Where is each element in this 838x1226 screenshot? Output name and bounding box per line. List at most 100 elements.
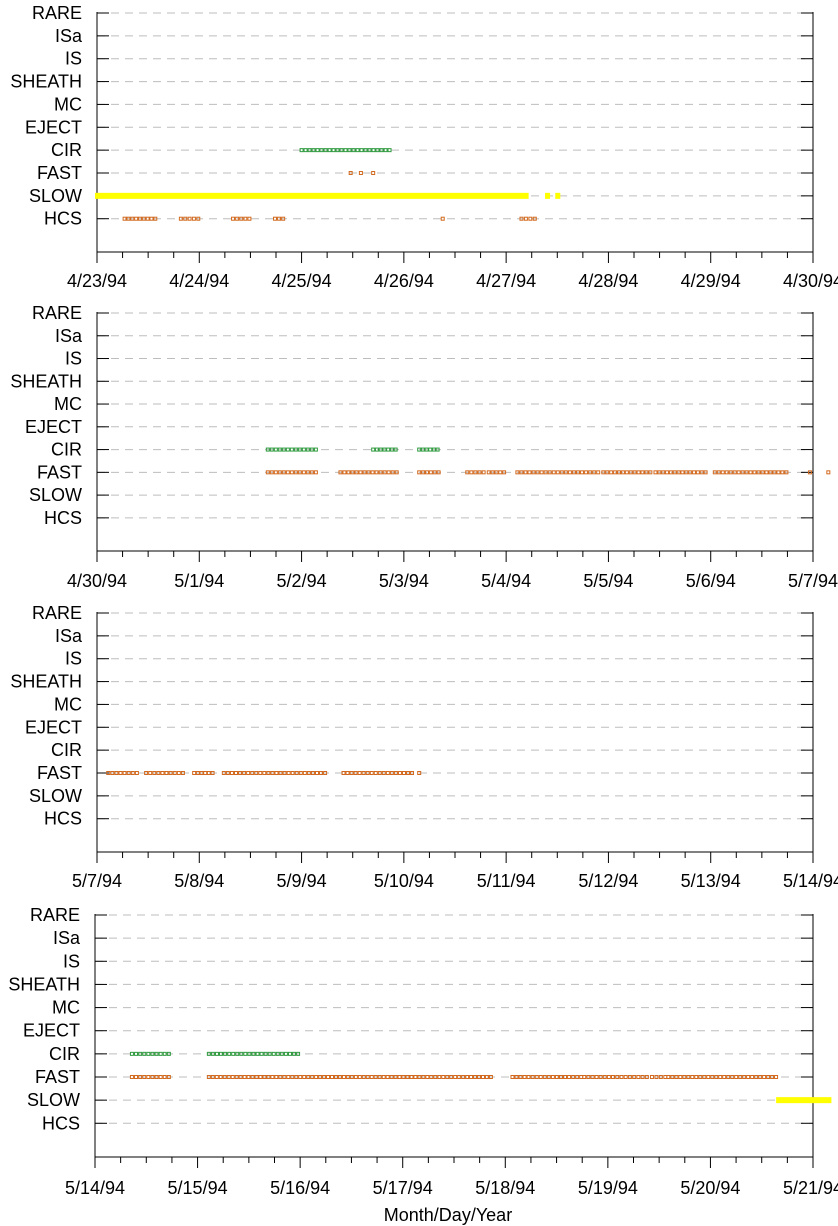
data-point: [680, 470, 685, 475]
y-label-fast: FAST: [37, 763, 82, 783]
data-point: [457, 1075, 462, 1079]
data-point: [374, 447, 379, 452]
data-point: [397, 1075, 402, 1079]
data-point: [665, 470, 670, 475]
y-label-fast: FAST: [37, 163, 82, 183]
data-point: [365, 1075, 370, 1079]
data-point: [298, 771, 303, 775]
data-point: [406, 771, 411, 775]
data-point: [286, 1075, 291, 1079]
data-point: [397, 771, 402, 775]
data-point: [349, 1075, 354, 1079]
data-point: [361, 771, 366, 775]
data-point: [273, 470, 278, 475]
x-tick-label: 5/11/94: [477, 871, 536, 891]
data-point: [218, 1075, 223, 1079]
hcs-run: [178, 216, 201, 221]
data-point: [440, 216, 445, 221]
data-point: [417, 771, 422, 775]
x-tick-label: 5/13/94: [681, 871, 741, 891]
data-point: [623, 1075, 628, 1079]
fast-run: [510, 1075, 584, 1079]
data-point: [480, 1075, 485, 1079]
data-point: [353, 771, 358, 775]
data-point: [740, 470, 745, 475]
data-point: [358, 171, 363, 175]
data-point: [477, 470, 482, 475]
data-point: [754, 1075, 759, 1079]
data-point: [293, 447, 298, 452]
data-point: [242, 771, 247, 775]
x-tick-label: 5/4/94: [481, 571, 531, 591]
data-point: [327, 148, 332, 153]
data-point: [370, 470, 375, 475]
data-point: [281, 447, 286, 452]
data-point: [461, 1075, 466, 1079]
data-point: [285, 470, 290, 475]
y-label-rare: RARE: [32, 603, 82, 623]
data-point: [826, 470, 831, 475]
data-point: [510, 1075, 515, 1079]
data-point: [695, 470, 700, 475]
data-point: [235, 216, 240, 221]
data-point: [301, 470, 306, 475]
data-point: [712, 470, 717, 475]
data-point: [322, 1075, 327, 1079]
data-point: [254, 1075, 259, 1079]
y-label-hcs: HCS: [44, 809, 82, 829]
data-point: [676, 470, 681, 475]
cir-run: [265, 447, 318, 452]
data-point: [326, 1075, 331, 1079]
hcs-run: [440, 216, 445, 221]
data-point: [694, 1075, 699, 1079]
fast-run: [206, 1075, 493, 1079]
data-point: [770, 1075, 775, 1079]
data-point: [214, 1075, 219, 1079]
y-label-fast: FAST: [37, 462, 82, 482]
data-point: [678, 1075, 683, 1079]
data-point: [271, 1051, 276, 1056]
data-point: [203, 771, 208, 775]
data-point: [346, 470, 351, 475]
data-point: [294, 1075, 299, 1079]
data-point: [296, 1051, 301, 1056]
data-point: [354, 470, 359, 475]
x-tick-label: 5/19/94: [578, 1178, 638, 1198]
data-point: [134, 771, 139, 775]
series-cir: [265, 447, 440, 452]
data-point: [580, 470, 585, 475]
data-point: [210, 1051, 215, 1056]
data-point: [421, 470, 426, 475]
data-point: [238, 771, 243, 775]
series-fast: [348, 171, 376, 175]
series-cir: [299, 148, 392, 153]
cir-run: [129, 1051, 171, 1056]
data-point: [242, 1075, 247, 1079]
cir-run: [206, 1051, 301, 1056]
data-point: [640, 1075, 645, 1079]
data-point: [381, 1075, 386, 1079]
data-point: [290, 1075, 295, 1079]
data-point: [436, 470, 441, 475]
data-point: [156, 771, 161, 775]
data-point: [366, 470, 371, 475]
data-point: [393, 771, 398, 775]
x-tick-label: 5/9/94: [277, 871, 327, 891]
data-point: [519, 470, 524, 475]
data-point: [166, 1051, 171, 1056]
data-point: [362, 470, 367, 475]
data-point: [283, 1051, 288, 1056]
data-point: [154, 1051, 159, 1056]
fast-run: [582, 1075, 611, 1079]
data-point: [563, 470, 568, 475]
data-point: [311, 148, 316, 153]
data-point: [302, 1075, 307, 1079]
data-point: [206, 1051, 211, 1056]
data-point: [519, 216, 524, 221]
data-point: [586, 1075, 591, 1079]
data-point: [292, 1051, 297, 1056]
data-point: [214, 1051, 219, 1056]
data-point: [309, 447, 314, 452]
data-point: [706, 1075, 711, 1079]
